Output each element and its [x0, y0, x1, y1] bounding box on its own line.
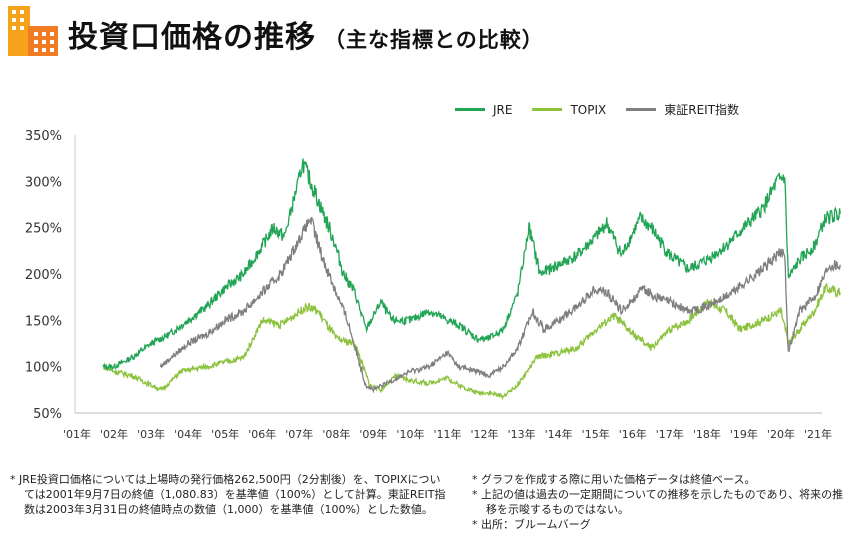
y-tick-label: 100% [25, 361, 62, 376]
line-chart: 50% 100% 150% 200% 250% 300% 350% '01年 '02年 '03年 '… [25, 129, 841, 441]
x-tick-label: '16年 [619, 427, 647, 441]
legend-label: JRE [493, 102, 513, 117]
series-line-reit [159, 216, 841, 394]
legend-swatch [626, 108, 657, 111]
x-tick-label: '17年 [656, 427, 684, 441]
x-tick-label: '01年 [63, 427, 91, 441]
x-tick-label: '04年 [174, 427, 202, 441]
footnotes-right: * グラフを作成する際に用いた価格データは終値ベース。 * 上記の値は過去の一定… [472, 472, 852, 532]
x-tick-label: '12年 [471, 427, 499, 441]
x-tick-label: '20年 [767, 427, 795, 441]
footnote: * 出所：ブルームバーグ [472, 518, 591, 531]
x-tick-label: '08年 [322, 427, 350, 441]
legend-item-jre: JRE [455, 103, 512, 117]
series-line-jre [102, 158, 841, 372]
footnote: * グラフを作成する際に用いた価格データは終値ベース。 [472, 473, 756, 486]
x-tick-label: '09年 [359, 427, 387, 441]
y-tick-label: 350% [25, 129, 62, 144]
legend-label: TOPIX [570, 102, 607, 117]
footnotes-left: * JRE投資口価格については上場時の発行価格262,500円（2分割後）を、T… [10, 472, 450, 517]
x-tick-label: '07年 [285, 427, 313, 441]
x-tick-label: '05年 [211, 427, 239, 441]
x-tick-label: '11年 [433, 427, 461, 441]
legend-label: 東証REIT指数 [664, 103, 740, 117]
building-icon [8, 6, 58, 56]
y-tick-label: 300% [25, 175, 62, 190]
footnote: * JRE投資口価格については上場時の発行価格262,500円（2分割後）を、T… [10, 473, 446, 516]
chart-legend: JRE TOPIX 東証REIT指数 [455, 101, 739, 118]
x-tick-label: '18年 [693, 427, 721, 441]
title-main: 投資口価格の推移 [68, 20, 316, 55]
x-tick-label: '10年 [396, 427, 424, 441]
x-tick-label: '14年 [545, 427, 573, 441]
legend-item-reit: 東証REIT指数 [626, 101, 739, 118]
footnote: * 上記の値は過去の一定期間についての推移を示したものであり、将来の推移を示唆す… [472, 488, 844, 516]
legend-swatch [532, 108, 563, 111]
series-line-topix [102, 283, 841, 401]
x-tick-label: '02年 [100, 427, 128, 441]
x-tick-label: '19年 [730, 427, 758, 441]
x-tick-label: '06年 [248, 427, 276, 441]
x-tick-label: '03年 [137, 427, 165, 441]
y-tick-label: 150% [25, 314, 62, 329]
title-sub: （主な指標との比較） [324, 28, 544, 52]
x-tick-label: '21年 [804, 427, 832, 441]
y-tick-label: 200% [25, 268, 62, 283]
y-tick-label: 50% [33, 407, 62, 422]
legend-item-topix: TOPIX [532, 103, 606, 117]
legend-swatch [455, 108, 485, 111]
x-tick-label: '15年 [582, 427, 610, 441]
x-tick-label: '13年 [508, 427, 536, 441]
page-title: 投資口価格の推移 （主な指標との比較） [68, 12, 544, 56]
y-tick-label: 250% [25, 222, 62, 237]
